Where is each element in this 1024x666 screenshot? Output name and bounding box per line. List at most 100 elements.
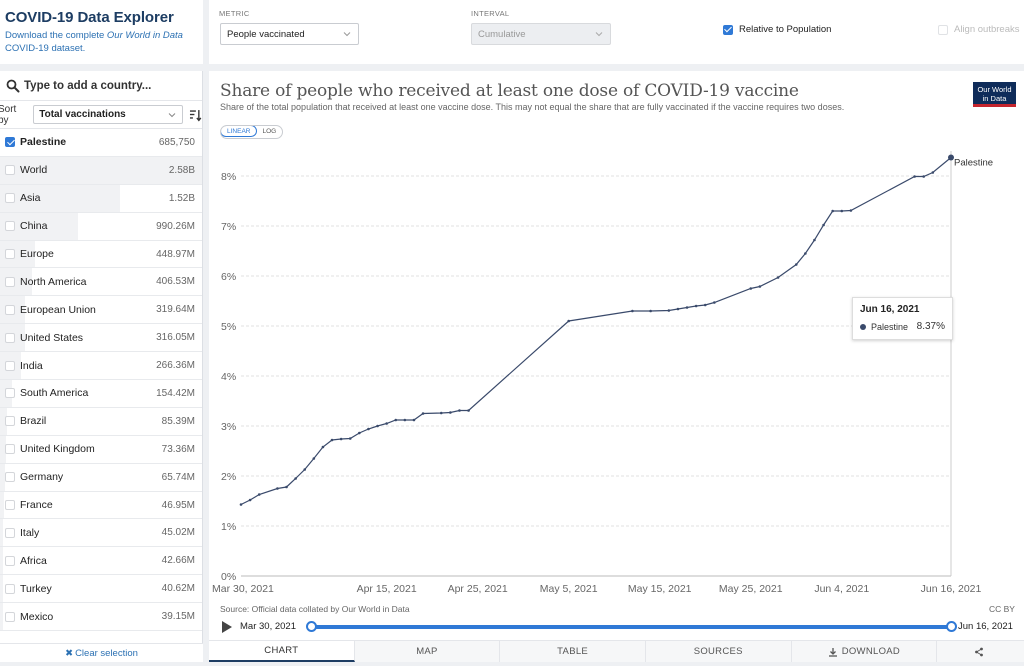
list-item[interactable]: Europe 448.97M (0, 240, 202, 269)
tab-download[interactable]: DOWNLOAD (791, 641, 938, 662)
line-chart[interactable]: 0% 1% 2% 3% 4% 5% 6% 7% 8% Mar 30, 2021 Apr 15, 20… (209, 71, 1024, 601)
search-input[interactable] (24, 79, 194, 92)
country-search[interactable] (0, 71, 202, 101)
sort-select[interactable]: Total vaccinations (33, 105, 184, 124)
tab-table[interactable]: TABLE (500, 641, 646, 662)
checkbox-checked[interactable] (5, 137, 15, 148)
list-item[interactable]: United States 316.05M (0, 324, 202, 353)
x-tick-label: Apr 15, 2021 (357, 583, 417, 595)
checkbox-unchecked[interactable] (5, 249, 15, 259)
metric-select[interactable]: People vaccinated (220, 23, 359, 45)
data-point (667, 309, 671, 312)
sort-order-icon[interactable] (188, 108, 202, 122)
value-bar (0, 491, 4, 519)
data-point (913, 175, 916, 178)
list-item[interactable]: United Kingdom 73.36M (0, 435, 202, 464)
checkbox-unchecked[interactable] (5, 555, 15, 566)
list-item[interactable]: Germany 65.74M (0, 463, 202, 492)
data-point (713, 301, 716, 304)
checkbox-unchecked[interactable] (5, 472, 15, 483)
list-item[interactable]: Palestine 685,750 (0, 129, 202, 157)
country-list: Palestine 685,750 World 2.58B Asia 1.52B China… (0, 129, 202, 632)
data-point (631, 309, 634, 313)
tab-chart[interactable]: CHART (209, 641, 355, 662)
list-item[interactable]: Mexico 39.15M (0, 603, 202, 632)
country-value: 45.02M (161, 527, 195, 539)
checkbox-unchecked[interactable] (5, 416, 15, 427)
checkbox-checked[interactable] (723, 24, 733, 35)
data-point (294, 477, 297, 480)
checkbox-unchecked[interactable] (5, 388, 15, 399)
checkbox-unchecked[interactable] (938, 24, 948, 35)
sort-value: Total vaccinations (39, 109, 126, 120)
country-name: Africa (20, 554, 47, 567)
value-bar (0, 184, 120, 212)
tab-label: SOURCES (693, 646, 743, 657)
checkbox-unchecked[interactable] (5, 527, 15, 538)
checkbox-unchecked[interactable] (5, 583, 15, 594)
checkbox-unchecked[interactable] (5, 444, 15, 455)
country-name: Palestine (20, 136, 67, 149)
country-name: Brazil (20, 415, 47, 428)
data-point (840, 209, 844, 213)
tab-sources[interactable]: SOURCES (645, 641, 792, 662)
timeline-end-handle[interactable] (946, 621, 957, 632)
tab-share[interactable] (937, 641, 1024, 662)
tab-map[interactable]: MAP (354, 641, 501, 662)
list-item[interactable]: Africa 42.66M (0, 547, 202, 576)
list-item[interactable]: South America 154.42M (0, 380, 202, 408)
data-point (358, 431, 361, 435)
country-name: Asia (20, 192, 41, 205)
country-name: United Kingdom (20, 443, 95, 456)
data-point (339, 437, 343, 441)
checkbox-unchecked[interactable] (5, 193, 15, 204)
timeline-start-handle[interactable] (306, 621, 317, 632)
timeline-track[interactable] (310, 625, 950, 629)
scale-log-button[interactable]: LOG (262, 128, 277, 135)
list-item[interactable]: France 46.95M (0, 491, 202, 520)
interval-select[interactable]: Cumulative (471, 23, 611, 45)
dataset-download-link[interactable]: Download the complete Our World in Data … (5, 30, 183, 54)
checkbox-unchecked[interactable] (5, 360, 15, 371)
checkbox-unchecked[interactable] (5, 221, 15, 232)
value-bar (0, 519, 4, 547)
chevron-down-icon (168, 112, 176, 117)
checkbox-unchecked[interactable] (5, 500, 15, 511)
checkbox-unchecked[interactable] (5, 304, 15, 315)
owid-logo[interactable]: Our World in Data (973, 82, 1016, 107)
country-value: 154.42M (156, 387, 195, 399)
country-value: 319.64M (156, 304, 195, 316)
list-item[interactable]: World 2.58B (0, 156, 202, 185)
chart-title: Share of people who received at least on… (220, 81, 799, 101)
align-outbreaks-checkbox[interactable]: Align outbreaks (938, 24, 1019, 35)
checkbox-unchecked[interactable] (5, 332, 15, 343)
tab-label: CHART (264, 645, 299, 656)
checkbox-unchecked[interactable] (5, 276, 15, 287)
checkbox-unchecked[interactable] (5, 611, 15, 622)
data-point (649, 309, 652, 313)
list-item[interactable]: Turkey 40.62M (0, 575, 202, 604)
scale-toggle[interactable]: LINEAR LOG (220, 125, 284, 139)
list-item[interactable]: Brazil 85.39M (0, 407, 202, 436)
chart-source[interactable]: Source: Official data collated by Our Wo… (220, 604, 410, 614)
play-icon[interactable] (222, 621, 232, 633)
checkbox-unchecked[interactable] (5, 165, 15, 176)
tooltip-value: 8.37% (916, 321, 945, 332)
country-name: European Union (20, 303, 96, 316)
data-point (348, 437, 352, 440)
timeline-start-date: Mar 30, 2021 (240, 621, 296, 632)
data-point (676, 307, 680, 311)
country-value: 685,750 (158, 136, 195, 148)
chart-license[interactable]: CC BY (989, 604, 1015, 614)
list-item[interactable]: North America 406.53M (0, 268, 202, 297)
data-point (694, 304, 698, 308)
list-item[interactable]: European Union 319.64M (0, 296, 202, 325)
scale-linear-button[interactable]: LINEAR (221, 126, 258, 137)
list-item[interactable]: India 266.36M (0, 352, 202, 381)
list-item[interactable]: Asia 1.52B (0, 184, 202, 213)
list-item[interactable]: Italy 45.02M (0, 519, 202, 548)
list-item[interactable]: China 990.26M (0, 212, 202, 241)
clear-selection-button[interactable]: ✖ Clear selection (0, 643, 203, 662)
value-bar (0, 547, 4, 575)
relative-to-population-checkbox[interactable]: Relative to Population (723, 24, 831, 35)
